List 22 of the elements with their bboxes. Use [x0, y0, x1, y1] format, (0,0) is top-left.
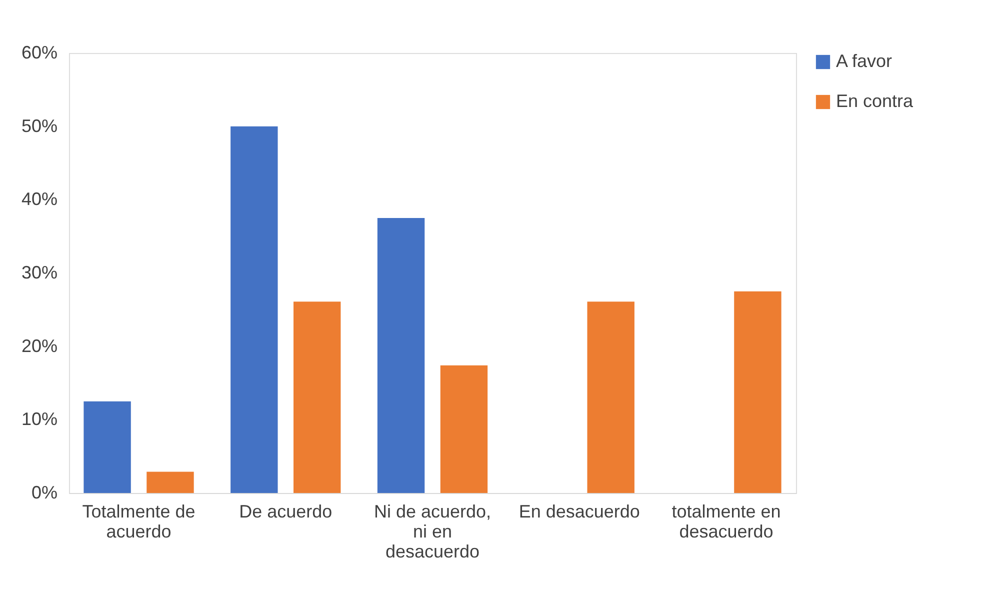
bar: [734, 291, 782, 493]
x-tick-label: De acuerdo: [239, 502, 332, 522]
y-tick-label: 50%: [21, 116, 58, 136]
bar: [294, 302, 341, 493]
y-tick-label: 40%: [21, 189, 58, 210]
y-tick-label: 0%: [31, 482, 58, 502]
bar: [440, 365, 488, 493]
x-tick-label: totalmente en desacuerdo: [672, 502, 781, 542]
x-tick-label: Ni de acuerdo, ni en desacuerdo: [374, 502, 492, 562]
bar: [587, 302, 634, 493]
x-tick-label: Totalmente de acuerdo: [82, 502, 196, 542]
bar: [84, 401, 131, 493]
y-tick-label: 20%: [21, 336, 58, 356]
x-tick-label: En desacuerdo: [518, 502, 640, 522]
bar: [230, 126, 278, 493]
y-tick-label: 10%: [21, 409, 58, 430]
bar: [377, 218, 425, 493]
legend-label: En contra: [836, 91, 914, 111]
y-tick-label: 60%: [21, 42, 58, 62]
legend-label: A favor: [836, 51, 892, 71]
bar: [146, 472, 194, 493]
y-tick-label: 30%: [21, 262, 58, 282]
